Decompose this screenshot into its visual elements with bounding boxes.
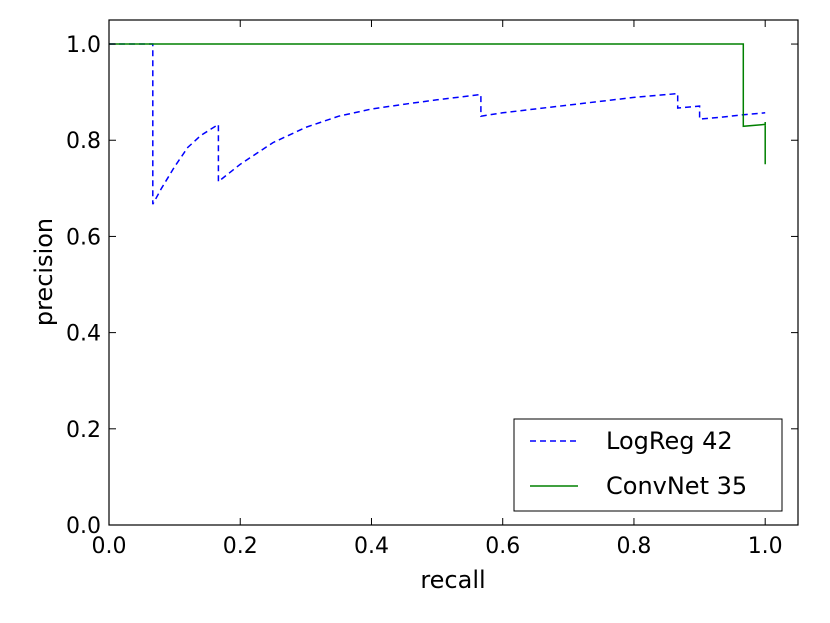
x-axis-label: recall [420,566,485,594]
x-tick-label-5: 1.0 [748,534,783,559]
y-tick-label-5: 1.0 [66,33,101,58]
y-tick-label-0: 0.0 [66,514,101,539]
y-tick-label-3: 0.6 [66,225,101,250]
legend: LogReg 42 ConvNet 35 [513,418,783,512]
y-tick-label-4: 0.8 [66,129,101,154]
series-line-0 [109,43,766,205]
x-tick-label-3: 0.6 [485,534,520,559]
legend-label-logreg: LogReg 42 [606,427,733,455]
y-tick-label-2: 0.4 [66,322,101,347]
series-layer [109,43,766,205]
legend-frame [513,418,783,512]
y-axis-label: precision [30,218,58,326]
ticks-layer: 0.0 0.2 0.4 0.6 0.8 1.0 0.0 0.2 0.4 0.6 0.8 1.0 [66,20,798,559]
x-tick-label-2: 0.4 [354,534,389,559]
plot-frame [108,19,799,526]
y-tick-label-1: 0.2 [66,418,101,443]
series-line-1 [109,43,766,165]
x-tick-label-0: 0.0 [92,534,127,559]
x-tick-label-1: 0.2 [223,534,258,559]
x-tick-label-4: 0.8 [616,534,651,559]
legend-label-convnet: ConvNet 35 [606,472,747,500]
